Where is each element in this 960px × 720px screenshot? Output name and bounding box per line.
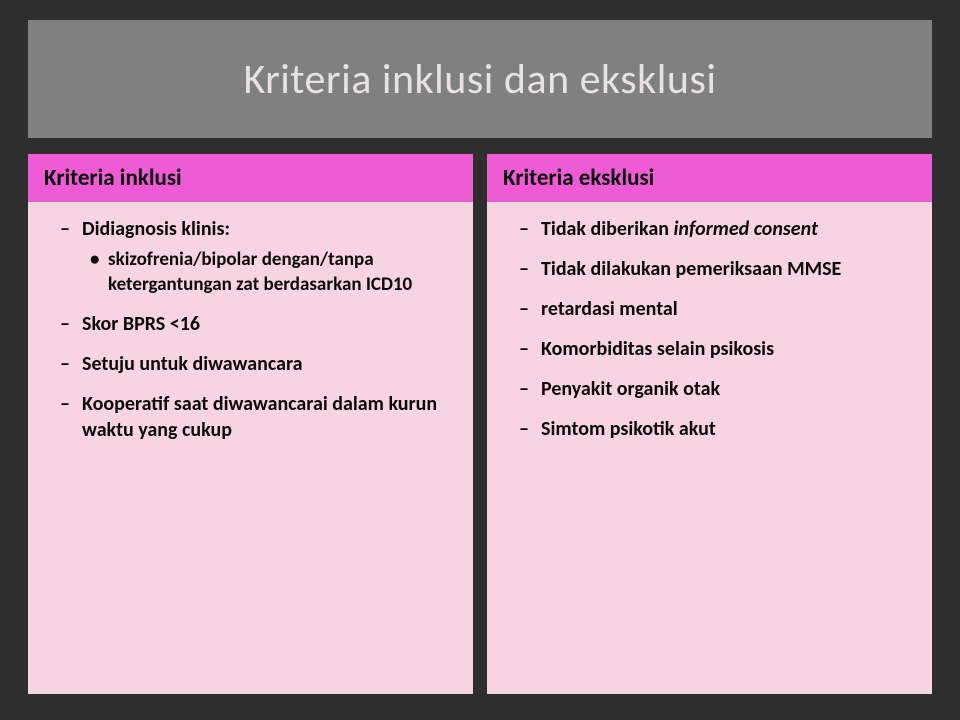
slide: Kriteria inklusi dan eksklusi Kriteria i… bbox=[28, 20, 932, 700]
slide-title: Kriteria inklusi dan eksklusi bbox=[243, 54, 716, 105]
list-item: skizofrenia/bipolar dengan/tanpa keterga… bbox=[108, 248, 455, 297]
column-header-inklusi: Kriteria inklusi bbox=[28, 154, 473, 202]
eksklusi-list: Tidak diberikan informed consent Tidak d… bbox=[505, 216, 914, 442]
column-body-eksklusi: Tidak diberikan informed consent Tidak d… bbox=[487, 202, 932, 470]
column-eksklusi: Kriteria eksklusi Tidak diberikan inform… bbox=[487, 154, 932, 694]
column-header-eksklusi: Kriteria eksklusi bbox=[487, 154, 932, 202]
list-item: Penyakit organik otak bbox=[541, 376, 914, 402]
inklusi-sublist: skizofrenia/bipolar dengan/tanpa keterga… bbox=[82, 248, 455, 297]
list-item: Komorbiditas selain psikosis bbox=[541, 336, 914, 362]
list-item: retardasi mental bbox=[541, 296, 914, 322]
list-item: Tidak dilakukan pemeriksaan MMSE bbox=[541, 256, 914, 282]
list-item: Setuju untuk diwawancara bbox=[82, 351, 455, 377]
list-item-em: informed consent bbox=[674, 217, 818, 241]
title-bar: Kriteria inklusi dan eksklusi bbox=[28, 20, 932, 138]
list-item: Tidak diberikan informed consent bbox=[541, 216, 914, 242]
column-body-inklusi: Didiagnosis klinis: skizofrenia/bipolar … bbox=[28, 202, 473, 471]
list-item-text: Didiagnosis klinis: bbox=[82, 217, 230, 241]
list-item: Didiagnosis klinis: skizofrenia/bipolar … bbox=[82, 216, 455, 297]
list-item: Simtom psikotik akut bbox=[541, 416, 914, 442]
list-item-text: Tidak diberikan bbox=[541, 217, 674, 241]
list-item: Skor BPRS <16 bbox=[82, 311, 455, 337]
columns: Kriteria inklusi Didiagnosis klinis: ski… bbox=[28, 154, 932, 694]
column-inklusi: Kriteria inklusi Didiagnosis klinis: ski… bbox=[28, 154, 473, 694]
list-item: Kooperatif saat diwawancarai dalam kurun… bbox=[82, 391, 455, 443]
inklusi-list: Didiagnosis klinis: skizofrenia/bipolar … bbox=[46, 216, 455, 443]
